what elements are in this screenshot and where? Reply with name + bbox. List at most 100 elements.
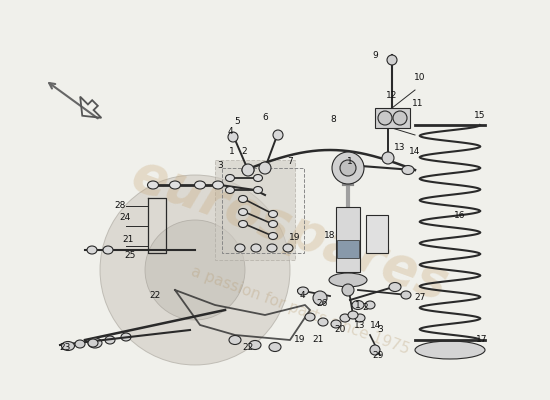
Circle shape <box>273 130 283 140</box>
Text: 14: 14 <box>409 148 421 156</box>
Circle shape <box>342 284 354 296</box>
Bar <box>336 207 360 272</box>
Ellipse shape <box>239 220 248 228</box>
Text: 29: 29 <box>372 350 384 360</box>
Ellipse shape <box>103 246 113 254</box>
Ellipse shape <box>212 181 223 189</box>
Circle shape <box>370 345 380 355</box>
Circle shape <box>145 220 245 320</box>
Text: 1: 1 <box>347 158 353 166</box>
Ellipse shape <box>254 174 262 182</box>
Text: 28: 28 <box>114 200 126 210</box>
Ellipse shape <box>402 166 414 174</box>
Ellipse shape <box>75 340 85 348</box>
Ellipse shape <box>268 220 278 228</box>
Bar <box>366 215 388 253</box>
Ellipse shape <box>147 181 158 189</box>
Ellipse shape <box>195 181 206 189</box>
Text: 22: 22 <box>243 344 254 352</box>
Text: 23: 23 <box>59 344 71 352</box>
Text: 21: 21 <box>122 236 134 244</box>
Circle shape <box>387 55 397 65</box>
Circle shape <box>378 111 392 125</box>
Ellipse shape <box>269 342 281 352</box>
Ellipse shape <box>329 273 367 287</box>
Text: 26: 26 <box>316 298 328 308</box>
Text: 5: 5 <box>234 116 240 126</box>
Circle shape <box>332 152 364 184</box>
Text: 2: 2 <box>241 148 247 156</box>
Text: 18: 18 <box>324 230 336 240</box>
Ellipse shape <box>88 339 98 347</box>
Text: 22: 22 <box>150 290 161 300</box>
Text: 19: 19 <box>289 234 301 242</box>
Ellipse shape <box>239 208 248 216</box>
Ellipse shape <box>365 301 375 309</box>
Circle shape <box>228 132 238 142</box>
Bar <box>375 108 410 128</box>
Text: 3: 3 <box>217 160 223 170</box>
Text: 7: 7 <box>287 158 293 166</box>
Ellipse shape <box>268 232 278 240</box>
Ellipse shape <box>62 342 74 350</box>
Text: 1: 1 <box>355 300 361 310</box>
Ellipse shape <box>348 311 358 319</box>
Text: 19: 19 <box>294 336 306 344</box>
Ellipse shape <box>242 166 254 174</box>
Ellipse shape <box>226 186 234 194</box>
Ellipse shape <box>340 314 350 322</box>
Text: 4: 4 <box>227 126 233 136</box>
Circle shape <box>242 164 254 176</box>
Ellipse shape <box>235 244 245 252</box>
Text: 9: 9 <box>372 50 378 60</box>
Text: 6: 6 <box>262 112 268 122</box>
Text: 3: 3 <box>377 326 383 334</box>
Ellipse shape <box>249 340 261 350</box>
Text: 15: 15 <box>474 110 486 120</box>
Text: 8: 8 <box>330 116 336 124</box>
Ellipse shape <box>305 313 315 321</box>
Text: 14: 14 <box>370 320 382 330</box>
Text: 21: 21 <box>312 336 324 344</box>
Ellipse shape <box>87 246 97 254</box>
Ellipse shape <box>105 336 115 344</box>
Ellipse shape <box>254 186 262 194</box>
Ellipse shape <box>298 287 309 295</box>
Ellipse shape <box>415 341 485 359</box>
Ellipse shape <box>169 181 180 189</box>
Ellipse shape <box>318 318 328 326</box>
Text: 4: 4 <box>299 292 305 300</box>
Circle shape <box>259 162 271 174</box>
Text: eurospares: eurospares <box>124 148 455 312</box>
Circle shape <box>100 175 290 365</box>
Text: 2: 2 <box>362 302 368 312</box>
Ellipse shape <box>226 174 234 182</box>
Text: 11: 11 <box>412 98 424 108</box>
Ellipse shape <box>121 333 131 341</box>
Circle shape <box>382 152 394 164</box>
Bar <box>337 240 359 258</box>
Text: 25: 25 <box>124 250 136 260</box>
Text: 12: 12 <box>386 90 398 100</box>
Ellipse shape <box>267 244 277 252</box>
Ellipse shape <box>331 320 341 328</box>
Ellipse shape <box>251 244 261 252</box>
Text: 1: 1 <box>229 148 235 156</box>
Text: a passion for parts since 1975: a passion for parts since 1975 <box>189 264 411 356</box>
Text: 16: 16 <box>454 210 466 220</box>
Ellipse shape <box>239 196 248 202</box>
Ellipse shape <box>401 291 411 299</box>
Ellipse shape <box>352 300 364 310</box>
Text: 13: 13 <box>354 320 366 330</box>
Ellipse shape <box>355 314 365 322</box>
Circle shape <box>393 111 407 125</box>
Text: 27: 27 <box>414 294 426 302</box>
Bar <box>222 168 304 253</box>
Ellipse shape <box>229 336 241 344</box>
Circle shape <box>340 160 356 176</box>
Circle shape <box>313 291 327 305</box>
Ellipse shape <box>283 244 293 252</box>
Text: 10: 10 <box>414 74 426 82</box>
Bar <box>215 160 295 260</box>
Ellipse shape <box>389 282 401 292</box>
